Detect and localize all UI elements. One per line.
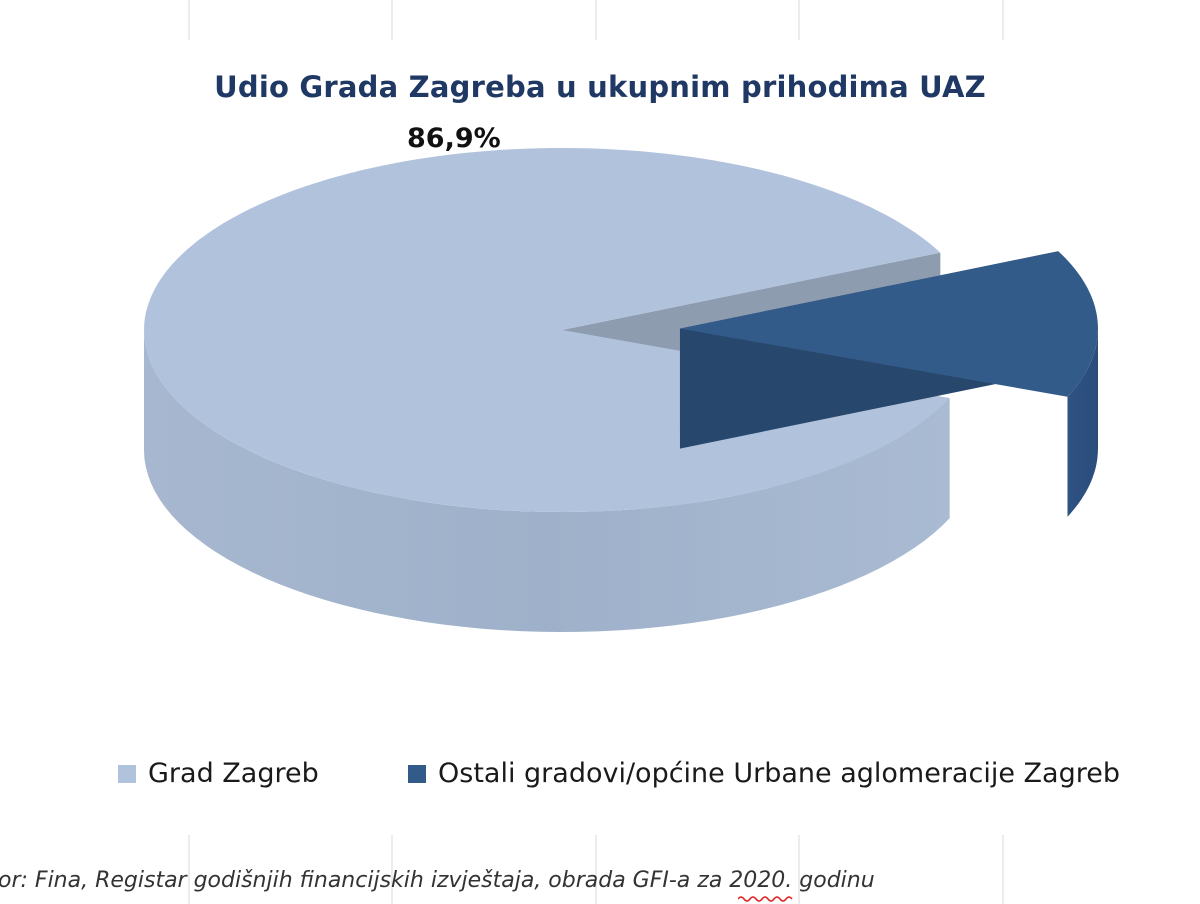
legend-swatch <box>118 764 136 783</box>
legend-swatch <box>408 764 426 783</box>
chart-title: Udio Grada Zagreba u ukupnim prihodima U… <box>214 70 986 104</box>
data-label-ostali: 13,1% <box>776 630 870 661</box>
spellcheck-underline <box>738 896 793 902</box>
legend-item-grad-zagreb: Grad Zagreb <box>118 758 319 789</box>
legend-item-ostali: Ostali gradovi/općine Urbane aglomeracij… <box>408 758 1120 789</box>
legend-label: Grad Zagreb <box>148 758 319 789</box>
source-note: or: Fina, Registar godišnjih financijski… <box>0 868 875 893</box>
data-label-grad-zagreb: 86,9% <box>407 123 501 154</box>
slice-ostali-side <box>1067 328 1098 517</box>
slice-ostali-top <box>679 251 1098 397</box>
legend: Grad Zagreb Ostali gradovi/općine Urbane… <box>0 758 1200 802</box>
slice-grad-zagreb-side <box>144 330 950 632</box>
legend-label: Ostali gradovi/općine Urbane aglomeracij… <box>438 758 1120 789</box>
